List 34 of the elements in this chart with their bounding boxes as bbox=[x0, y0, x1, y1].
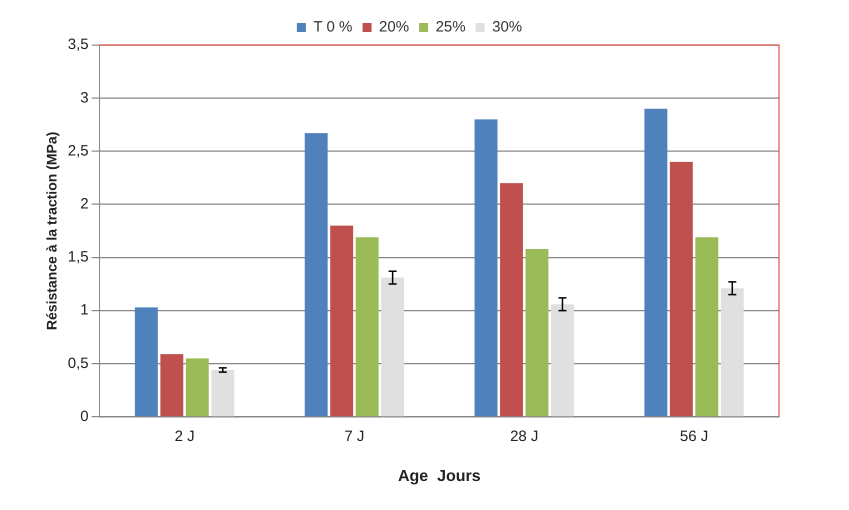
y-tick-label: 1 bbox=[80, 302, 89, 319]
bar bbox=[330, 226, 354, 416]
bar bbox=[500, 183, 523, 416]
y-tick-label: 3,5 bbox=[68, 36, 89, 54]
bar bbox=[211, 370, 234, 416]
y-tick-label: 0 bbox=[80, 408, 89, 425]
legend-label: 30% bbox=[492, 18, 522, 36]
x-tick-label: 2 J bbox=[174, 428, 195, 445]
legend-label: T 0 % bbox=[313, 18, 352, 36]
legend-label: 20% bbox=[379, 18, 410, 36]
bar bbox=[644, 108, 668, 416]
x-tick-label: 28 J bbox=[510, 428, 538, 445]
y-tick-label: 2,5 bbox=[68, 142, 89, 160]
bar bbox=[550, 304, 574, 416]
bar bbox=[526, 248, 548, 416]
bar bbox=[356, 237, 379, 416]
x-tick-label: 56 J bbox=[680, 428, 708, 445]
bar bbox=[304, 133, 328, 416]
legend-label: 25% bbox=[436, 18, 466, 36]
bar bbox=[695, 237, 718, 416]
bar bbox=[160, 354, 184, 416]
bar bbox=[474, 119, 498, 416]
y-tick-label: 0,5 bbox=[68, 354, 89, 372]
x-tick-label: 7 J bbox=[344, 428, 364, 445]
bar bbox=[670, 162, 693, 416]
y-tick-label: 2 bbox=[80, 195, 89, 212]
bar bbox=[720, 288, 744, 416]
bar bbox=[134, 307, 158, 416]
y-tick-label: 1,5 bbox=[68, 248, 89, 266]
y-axis-title: Résistance à la traction (MPa) bbox=[43, 132, 60, 330]
bar bbox=[381, 278, 404, 416]
y-tick-label: 3 bbox=[80, 89, 89, 106]
bar bbox=[186, 358, 209, 416]
x-axis-title: Age Jours bbox=[398, 468, 481, 485]
